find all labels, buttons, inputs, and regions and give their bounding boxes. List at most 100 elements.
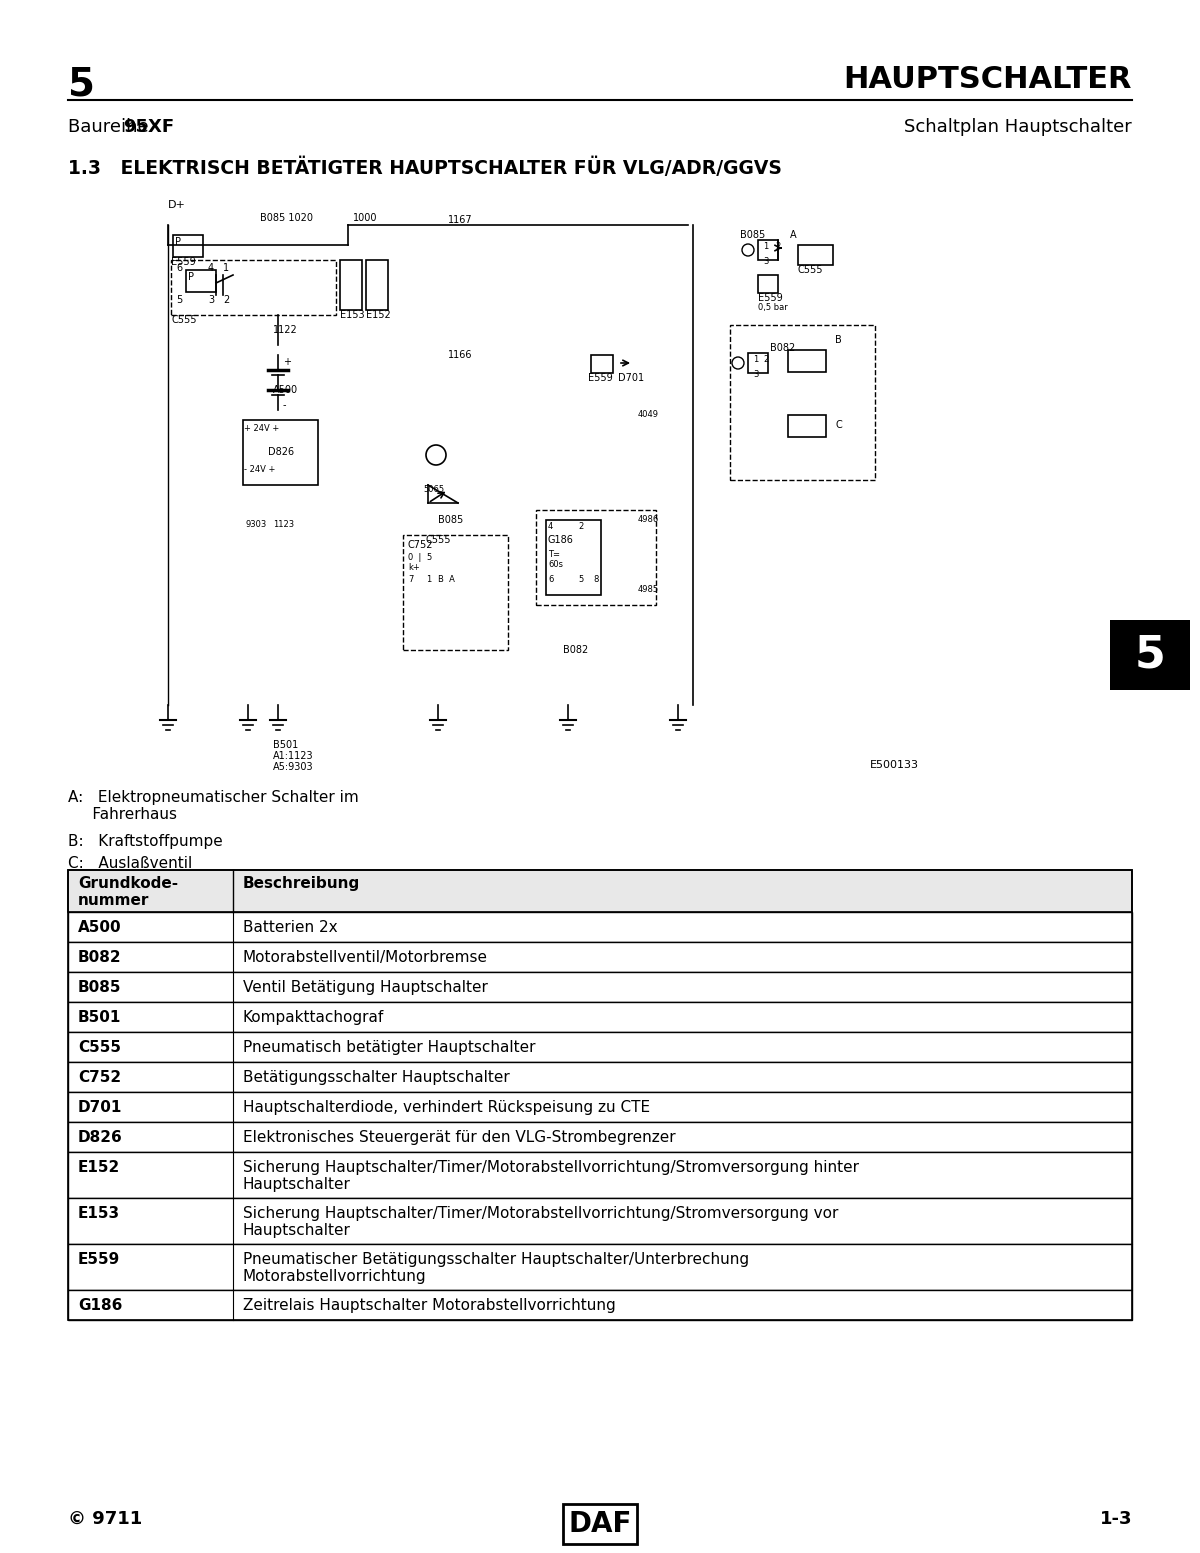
Text: 4: 4 — [208, 262, 214, 273]
Text: B501: B501 — [274, 739, 299, 750]
Text: 4: 4 — [548, 522, 553, 531]
Text: 4985: 4985 — [638, 585, 659, 593]
Bar — [592, 356, 613, 373]
Text: D701: D701 — [618, 373, 644, 384]
Text: Batterien 2x: Batterien 2x — [242, 919, 337, 935]
Text: B  A: B A — [438, 575, 455, 584]
Text: A500: A500 — [274, 385, 298, 394]
Text: Kompakttachograf: Kompakttachograf — [242, 1009, 384, 1025]
Text: B501: B501 — [78, 1009, 121, 1025]
Text: 6: 6 — [548, 575, 553, 584]
Text: Motorabstellventil/Motorbremse: Motorabstellventil/Motorbremse — [242, 950, 488, 964]
Text: P: P — [188, 272, 194, 283]
Text: 2: 2 — [223, 295, 229, 304]
Text: C555: C555 — [172, 315, 197, 325]
Text: E500133: E500133 — [870, 759, 919, 770]
Text: Pneumatisch betätigter Hauptschalter: Pneumatisch betätigter Hauptschalter — [242, 1041, 535, 1054]
Text: Beschreibung: Beschreibung — [242, 876, 360, 891]
Text: D701: D701 — [78, 1100, 122, 1115]
Text: B085: B085 — [740, 230, 766, 241]
Text: DAF: DAF — [569, 1510, 631, 1537]
Bar — [68, 972, 1132, 1002]
Bar — [403, 534, 508, 651]
Text: Zeitrelais Hauptschalter Motorabstellvorrichtung: Zeitrelais Hauptschalter Motorabstellvor… — [242, 1298, 616, 1312]
Bar — [758, 241, 778, 259]
Bar — [68, 1244, 1132, 1291]
Text: 2: 2 — [763, 356, 768, 363]
Text: B085: B085 — [438, 516, 463, 525]
Bar — [758, 275, 778, 294]
Text: 2: 2 — [578, 522, 583, 531]
Text: B082: B082 — [770, 343, 796, 353]
Text: 0  |: 0 | — [408, 553, 421, 562]
Text: 9303: 9303 — [246, 520, 268, 530]
Bar — [748, 353, 768, 373]
Text: A500: A500 — [78, 919, 121, 935]
Text: B082: B082 — [78, 950, 121, 964]
Text: 1122: 1122 — [274, 325, 298, 335]
Text: C: C — [835, 419, 841, 430]
Text: Schaltplan Hauptschalter: Schaltplan Hauptschalter — [905, 118, 1132, 137]
Text: C555: C555 — [798, 266, 823, 275]
Text: 5065: 5065 — [424, 485, 444, 494]
Text: 5: 5 — [176, 295, 182, 304]
Bar — [730, 325, 875, 480]
Bar — [68, 943, 1132, 972]
Text: Grundkode-
nummer: Grundkode- nummer — [78, 876, 178, 909]
Bar — [788, 415, 826, 436]
Text: C555: C555 — [78, 1041, 121, 1054]
Text: B082: B082 — [563, 644, 588, 655]
Bar — [68, 1197, 1132, 1244]
Bar — [68, 912, 1132, 943]
Text: 4986: 4986 — [638, 516, 659, 523]
Text: Hauptschalterdiode, verhindert Rückspeisung zu CTE: Hauptschalterdiode, verhindert Rückspeis… — [242, 1100, 650, 1115]
Text: A1:1123: A1:1123 — [274, 752, 313, 761]
Text: D826: D826 — [78, 1131, 122, 1145]
Text: C752: C752 — [78, 1070, 121, 1086]
Text: E152: E152 — [78, 1160, 120, 1176]
Text: HAUPTSCHALTER: HAUPTSCHALTER — [844, 65, 1132, 95]
Text: 6: 6 — [176, 262, 182, 273]
Text: 1-3: 1-3 — [1099, 1510, 1132, 1528]
Bar — [242, 419, 318, 485]
Bar — [173, 235, 203, 256]
Text: 60s: 60s — [548, 561, 563, 568]
Text: A5:9303: A5:9303 — [274, 763, 313, 772]
Text: Baureihe: Baureihe — [68, 118, 155, 137]
Text: C752: C752 — [408, 540, 433, 550]
Text: 3: 3 — [763, 256, 768, 266]
Bar — [68, 1062, 1132, 1092]
Text: 1: 1 — [763, 242, 768, 252]
Bar — [68, 1121, 1132, 1152]
Text: A: A — [790, 230, 797, 241]
Text: 1: 1 — [223, 262, 229, 273]
Text: 3: 3 — [208, 295, 214, 304]
Text: 1166: 1166 — [448, 349, 473, 360]
Text: 5: 5 — [68, 65, 95, 102]
Text: E152: E152 — [366, 311, 391, 320]
Bar — [68, 1092, 1132, 1121]
Text: + 24V +: + 24V + — [244, 424, 280, 433]
Text: B: B — [835, 335, 841, 345]
Bar — [68, 870, 1132, 1320]
Text: G186: G186 — [548, 534, 574, 545]
Text: 1: 1 — [754, 356, 758, 363]
Text: 1000: 1000 — [353, 213, 378, 224]
Text: 8: 8 — [593, 575, 599, 584]
Text: 95XF: 95XF — [124, 118, 174, 137]
Text: A:   Elektropneumatischer Schalter im
     Fahrerhaus: A: Elektropneumatischer Schalter im Fahr… — [68, 790, 359, 823]
Text: C555: C555 — [426, 534, 451, 545]
Text: P: P — [175, 238, 181, 247]
Text: 0,5 bar: 0,5 bar — [758, 303, 787, 312]
Text: Ventil Betätigung Hauptschalter: Ventil Betätigung Hauptschalter — [242, 980, 488, 995]
Text: Elektronisches Steuergerät für den VLG-Strombegrenzer: Elektronisches Steuergerät für den VLG-S… — [242, 1131, 676, 1145]
Text: Sicherung Hauptschalter/Timer/Motorabstellvorrichtung/Stromversorgung hinter
Hau: Sicherung Hauptschalter/Timer/Motorabste… — [242, 1160, 859, 1193]
Text: © 9711: © 9711 — [68, 1510, 143, 1528]
Text: Pneumatischer Betätigungsschalter Hauptschalter/Unterbrechung
Motorabstellvorric: Pneumatischer Betätigungsschalter Haupts… — [242, 1252, 749, 1284]
Bar — [366, 259, 388, 311]
Text: 2: 2 — [775, 242, 780, 252]
Text: 5: 5 — [578, 575, 583, 584]
Text: 1123: 1123 — [274, 520, 294, 530]
Text: E559: E559 — [78, 1252, 120, 1267]
Text: 1167: 1167 — [448, 214, 473, 225]
